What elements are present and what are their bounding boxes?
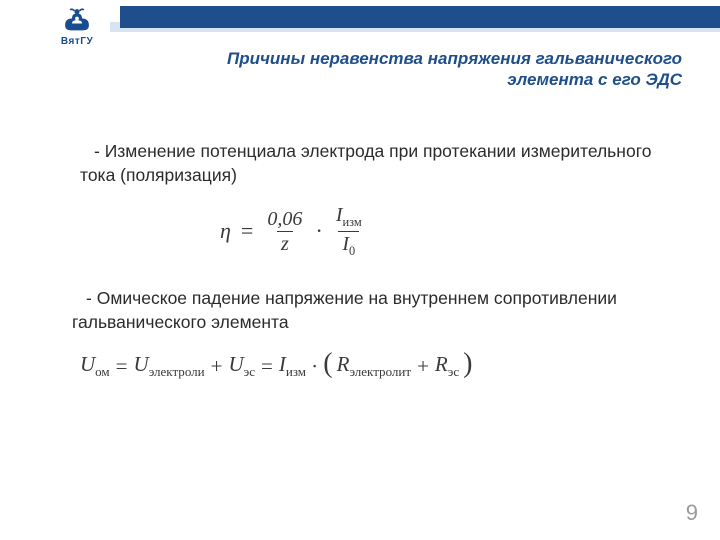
slide-content: - Изменение потенциала электрода при про…	[80, 140, 660, 381]
plus-2: +	[415, 354, 431, 379]
header-bar-dark	[120, 6, 720, 28]
title-line1: Причины неравенства напряжения гальванич…	[227, 49, 682, 68]
r-electrolyte: Rэлектролит	[337, 352, 411, 380]
formula-eta: η = 0,06 z ∙ Iизм I0	[220, 205, 660, 257]
dot-2: ∙	[310, 354, 319, 379]
fraction-current: Iизм I0	[332, 205, 366, 257]
formula-uom: Uом = Uэлектроли + Uэс = Iизм ∙ ( Rэлект…	[80, 352, 660, 380]
title-line2: элемента с его ЭДС	[507, 70, 682, 89]
slide-header: ВятГУ Причины неравенства напряжения гал…	[0, 0, 720, 70]
equals-3: =	[259, 354, 275, 379]
slide-title: Причины неравенства напряжения гальванич…	[152, 48, 682, 91]
dot-1: ∙	[314, 218, 324, 244]
bullet-1-text: Изменение потенциала электрода при проте…	[80, 141, 651, 185]
bullet-2-dash: -	[86, 288, 97, 308]
symbol-eta: η	[220, 218, 231, 244]
i-izm: Iизм	[279, 352, 306, 380]
logo-icon	[60, 8, 94, 34]
bullet-2: - Омическое падение напряжение на внутре…	[72, 287, 660, 334]
fraction-const: 0,06 z	[263, 209, 306, 254]
u-electroly: Uэлектроли	[134, 352, 205, 380]
bullet-1-dash: -	[94, 141, 105, 161]
denominator-2: I0	[338, 231, 359, 257]
bullet-1: - Изменение потенциала электрода при про…	[80, 140, 660, 187]
u-es: Uэс	[228, 352, 255, 380]
r-es: Rэс	[435, 352, 459, 380]
denominator-1: z	[277, 231, 293, 254]
equals-1: =	[239, 218, 255, 244]
bullet-2-text: Омическое падение напряжение на внутренн…	[72, 288, 617, 332]
numerator-2: Iизм	[332, 205, 366, 230]
page-number: 9	[686, 500, 698, 526]
header-bars	[110, 0, 720, 32]
equals-2: =	[114, 354, 130, 379]
logo: ВятГУ	[52, 8, 102, 47]
plus-1: +	[209, 354, 225, 379]
numerator-1: 0,06	[263, 209, 306, 231]
logo-text: ВятГУ	[52, 36, 102, 47]
u-om: Uом	[80, 352, 110, 380]
